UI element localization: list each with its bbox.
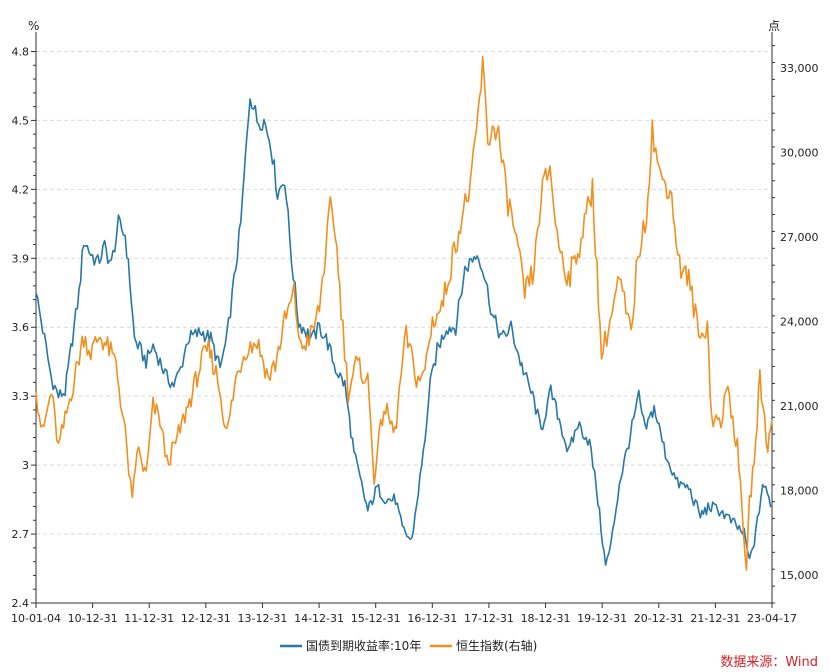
x-tick-label: 20-12-31	[634, 612, 684, 625]
x-tick-label: 15-12-31	[351, 612, 401, 625]
axes: 2.4 2.7 3 3.3 3.6 3.9 4.2 4.5 4.8 15,000 18,000 21,…	[11, 32, 819, 625]
left-tick-label: 2.7	[12, 528, 30, 541]
right-tick-label: 27,000	[780, 231, 819, 244]
legend-label-bond-yield: 国债到期收益率:10年	[306, 638, 421, 653]
series-lines	[35, 55, 773, 571]
left-tick-label: 4.2	[12, 183, 30, 196]
grid-lines	[36, 50, 772, 604]
x-tick-label: 11-12-31	[124, 612, 174, 625]
x-tick-label: 21-12-31	[690, 612, 740, 625]
left-tick-label: 4.5	[12, 114, 30, 127]
x-tick-label: 18-12-31	[521, 612, 571, 625]
legend-label-hsi: 恒生指数(右轴)	[456, 638, 537, 653]
right-tick-label: 18,000	[780, 484, 819, 497]
right-tick-label: 30,000	[780, 147, 819, 160]
right-tick-label: 15,000	[780, 569, 819, 582]
left-axis-unit: %	[28, 19, 39, 33]
x-tick-label: 23-04-17	[747, 612, 797, 625]
right-axis-unit: 点	[768, 19, 780, 33]
x-tick-label: 12-12-31	[181, 612, 231, 625]
x-tick-label: 14-12-31	[294, 612, 344, 625]
x-tick-label: 19-12-31	[577, 612, 627, 625]
x-tick-label: 16-12-31	[407, 612, 457, 625]
data-source-note: 数据来源：Wind	[720, 655, 818, 670]
series-line-bond-yield	[35, 98, 773, 566]
x-tick-label: 17-12-31	[464, 612, 514, 625]
series-line-hsi	[35, 55, 773, 571]
left-tick-label: 3	[22, 459, 29, 472]
legend: 国债到期收益率:10年 恒生指数(右轴)	[280, 638, 537, 653]
x-tick-label: 10-01-04	[11, 612, 61, 625]
left-tick-label: 3.9	[12, 252, 30, 265]
right-tick-label: 33,000	[780, 62, 819, 75]
left-tick-label: 4.8	[12, 45, 30, 58]
x-tick-label: 10-12-31	[68, 612, 118, 625]
left-tick-label: 3.6	[12, 321, 30, 334]
left-tick-label: 2.4	[12, 597, 30, 610]
right-tick-label: 24,000	[780, 316, 819, 329]
left-tick-label: 3.3	[12, 390, 30, 403]
right-tick-label: 21,000	[780, 400, 819, 413]
x-tick-label: 13-12-31	[237, 612, 287, 625]
